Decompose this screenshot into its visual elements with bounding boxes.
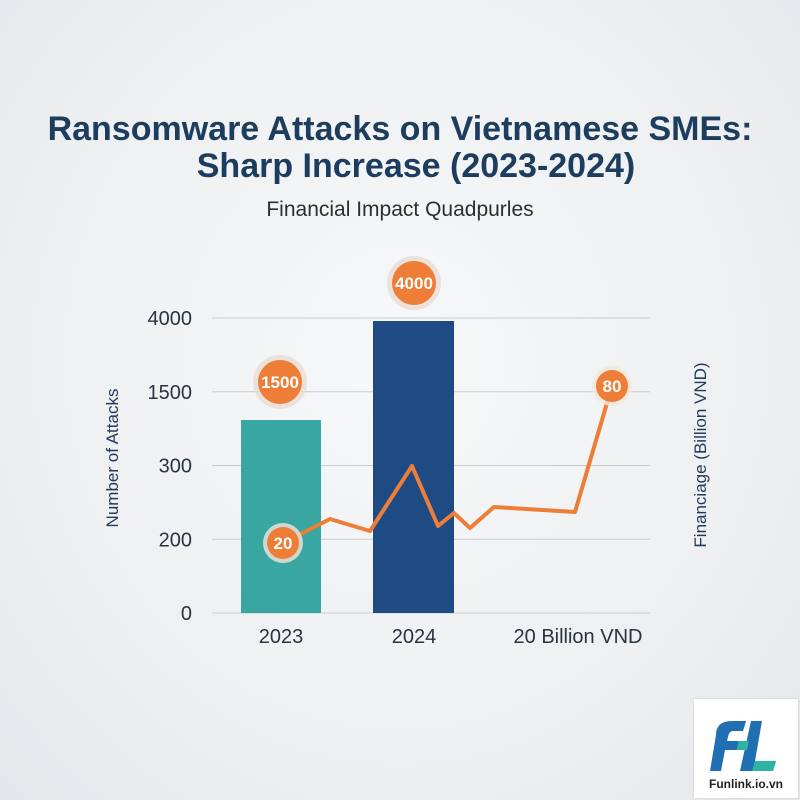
- y-tick-label: 200: [159, 529, 192, 551]
- y-tick-label: 300: [159, 456, 192, 478]
- financial-impact-line: [281, 384, 614, 545]
- y-axis-label-left: Number of Attacks: [103, 389, 122, 528]
- line-end-label-badge: 80: [592, 366, 632, 406]
- data-label-badge: 4000: [387, 256, 441, 310]
- line-end-label: 80: [603, 377, 622, 396]
- y-tick-label: 4000: [148, 308, 193, 330]
- y-axis-label-right: Financiage (Billion VND): [691, 362, 710, 547]
- bars: [241, 321, 454, 613]
- x-tick-label: 2024: [392, 626, 437, 648]
- line-start-label-badge: 20: [263, 523, 303, 563]
- chart-title-line-2: Sharp Increase (2023-2024): [197, 147, 635, 185]
- chart-title-line-1: Ransomware Attacks on Vietnamese SMEs:: [48, 110, 753, 148]
- logo-text: Funlink.io.vn: [709, 777, 783, 791]
- data-label: 1500: [261, 373, 299, 392]
- x-tick-label: 20 Billion VND: [514, 626, 643, 648]
- funlink-logo-mark-icon: [710, 721, 776, 771]
- y-tick-label: 1500: [148, 382, 193, 404]
- funlink-logo: Funlink.io.vn: [694, 699, 798, 798]
- bar-2023: [241, 420, 321, 613]
- data-label: 4000: [395, 274, 433, 293]
- line-start-label: 20: [274, 534, 293, 553]
- labels-layer: 0 200 300 1500 4000 2023 2024 20 Billion VND 150…: [148, 256, 643, 648]
- chart-subtitle: Financial Impact Quadpurles: [266, 198, 533, 221]
- y-tick-label: 0: [181, 603, 192, 625]
- data-label-badge: 1500: [253, 355, 307, 409]
- x-tick-label: 2023: [259, 626, 304, 648]
